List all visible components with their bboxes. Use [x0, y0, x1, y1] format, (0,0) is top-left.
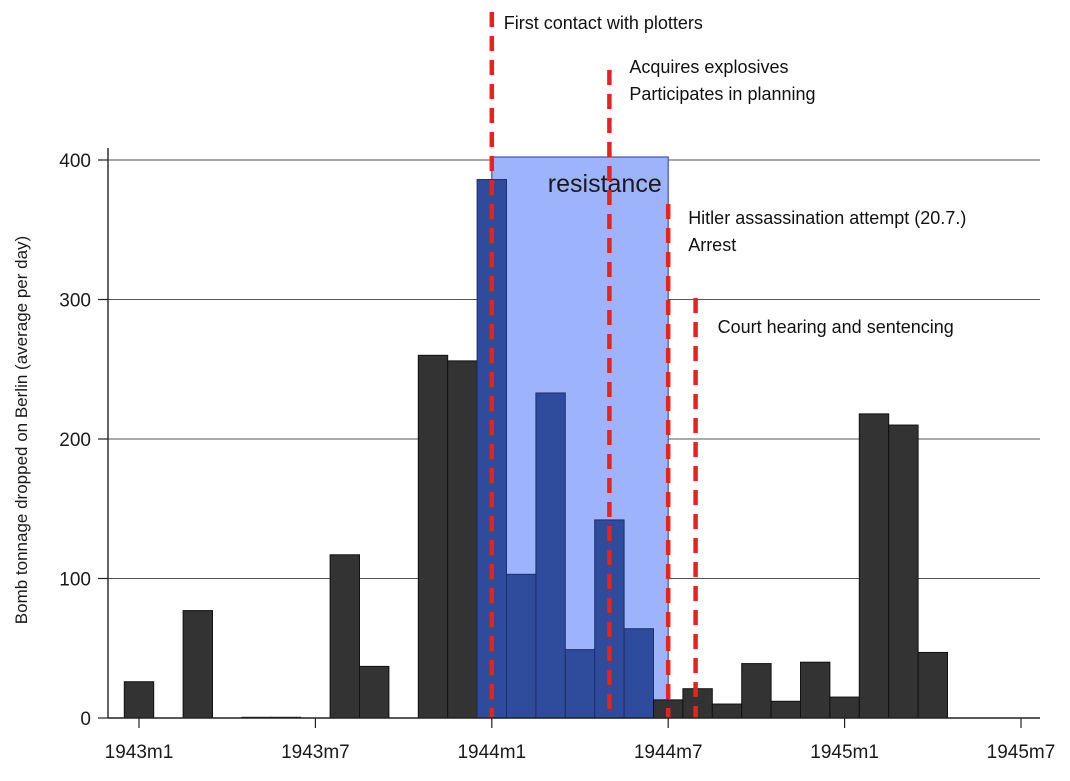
- x-tick-label: 1944m1: [457, 742, 526, 763]
- bar-1945m2: [858, 413, 890, 719]
- x-tick-label: 1944m7: [634, 742, 703, 763]
- bar-1943m8: [329, 554, 361, 719]
- event-annotation: Arrest: [688, 235, 736, 255]
- bars: [123, 179, 948, 719]
- bar-1943m11: [417, 354, 449, 719]
- bar-1945m3: [888, 424, 919, 719]
- bar-1944m2: [506, 573, 537, 719]
- x-tick-label: 1945m7: [987, 742, 1056, 763]
- bar-1944m4: [564, 649, 596, 719]
- y-axis-title: Bomb tonnage dropped on Berlin (average …: [12, 236, 31, 624]
- bar-1944m3: [535, 392, 566, 719]
- y-tick-label: 100: [59, 570, 91, 591]
- bar-1944m10: [741, 663, 772, 719]
- bar-1943m3: [182, 610, 214, 719]
- event-annotation: Court hearing and sentencing: [718, 317, 954, 337]
- axes: 0 100 200 300 400 1943m1 1943m7 1944m1 1944m7 194…: [59, 148, 1055, 763]
- event-annotation: Acquires explosives: [629, 57, 788, 77]
- resistance-label: resistance: [548, 170, 662, 198]
- bar-1943m9: [359, 665, 390, 719]
- bar-1944m11: [770, 700, 801, 719]
- x-tick-label: 1945m1: [810, 742, 879, 763]
- bar-1944m6: [623, 628, 654, 719]
- bar-1945m4: [917, 651, 948, 719]
- event-annotation: First contact with plotters: [504, 13, 703, 33]
- y-tick-label: 400: [59, 151, 91, 172]
- bar-1943m1: [123, 681, 155, 719]
- y-tick-label: 0: [80, 709, 91, 730]
- y-tick-label: 200: [59, 430, 91, 451]
- bar-1943m12: [447, 360, 478, 719]
- x-tick-label: 1943m7: [281, 742, 350, 763]
- x-tick-label: 1943m1: [105, 742, 174, 763]
- bar-1944m5: [594, 519, 625, 719]
- event-lines: First contact with plotters Acquires expl…: [489, 12, 966, 718]
- bar-1944m9: [711, 703, 743, 719]
- bar-1945m1: [829, 696, 860, 719]
- event-annotation: Participates in planning: [629, 84, 815, 104]
- bar-1944m12: [800, 661, 831, 719]
- y-tick-label: 300: [59, 291, 91, 312]
- event-annotation: Hitler assassination attempt (20.7.): [688, 208, 966, 228]
